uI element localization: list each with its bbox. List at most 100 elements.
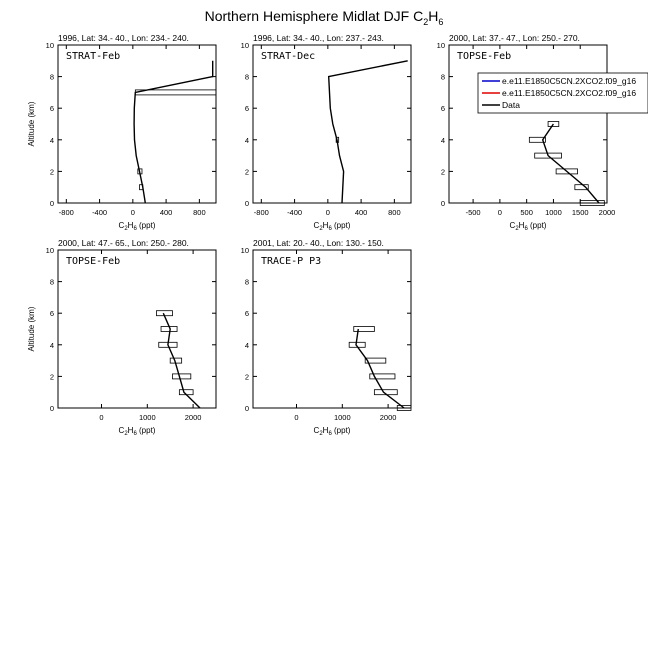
x-tick-label: 0 [294,413,298,422]
x-tick-label: 1000 [334,413,351,422]
x-tick-label: -400 [287,208,302,217]
y-tick-label: 10 [46,246,54,255]
y-axis-label: Altitude (km) [27,306,36,351]
panel-label: STRAT-Feb [66,51,120,62]
x-tick-label: 1500 [572,208,589,217]
y-tick-label: 2 [441,167,445,176]
x-tick-label: 1000 [139,413,156,422]
y-tick-label: 6 [245,309,249,318]
y-tick-label: 4 [441,136,445,145]
legend: e.e11.E1850C5CN.2XCO2.f09_g16 e.e11.E1850… [477,72,648,114]
panel-3: 2000, Lat: 37.- 47., Lon: 250.- 270. TOPS… [437,33,616,232]
y-tick-label: 10 [46,41,54,50]
data-range-box [353,326,375,332]
y-tick-label: 0 [245,404,249,413]
x-axis-label: C2H6 (ppt) [119,221,156,232]
data-range-box [534,152,562,159]
y-tick-label: 8 [245,278,249,287]
x-tick-label: 1000 [545,208,562,217]
data-range-box [134,89,217,96]
panel-header: 1996, Lat: 34.- 40., Lon: 234.- 240. [58,33,189,43]
panel-header: 2000, Lat: 47.- 65., Lon: 250.- 280. [58,238,189,248]
y-tick-label: 8 [245,73,249,82]
y-tick-label: 8 [50,278,54,287]
x-axis-label: C2H6 (ppt) [314,426,351,437]
data-line [355,328,405,409]
y-tick-label: 8 [50,73,54,82]
panel-4: 2000, Lat: 47.- 65., Lon: 250.- 280. TOPS… [27,238,217,437]
data-range-box [172,373,192,380]
x-tick-label: 2000 [380,413,397,422]
x-tick-label: 2000 [599,208,616,217]
plot-frame [57,249,217,409]
data-range-box [547,121,560,127]
x-tick-label: -500 [466,208,481,217]
panel-label: TRACE-P P3 [261,256,321,267]
x-tick-label: 0 [131,208,135,217]
x-tick-label: -800 [254,208,269,217]
panel-1: 1996, Lat: 34.- 40., Lon: 234.- 240. STRA… [27,33,217,232]
y-tick-label: 2 [245,167,249,176]
y-tick-label: 6 [50,309,54,318]
x-tick-label: -400 [92,208,107,217]
data-range-box [528,136,546,143]
panel-label: TOPSE-Feb [457,51,511,62]
data-range-box [555,168,578,175]
y-tick-label: 4 [50,136,54,145]
y-tick-label: 6 [441,104,445,113]
data-range-box [579,200,605,206]
legend-label: e.e11.E1850C5CN.2XCO2.f09_g16 [502,88,636,98]
panel-header: 2001, Lat: 20.- 40., Lon: 130.- 150. [253,238,384,248]
x-tick-label: 800 [388,208,401,217]
y-tick-label: 0 [441,199,445,208]
y-tick-label: 10 [241,246,249,255]
y-tick-label: 6 [245,104,249,113]
x-tick-label: 0 [99,413,103,422]
x-tick-label: -800 [59,208,74,217]
legend-label: e.e11.E1850C5CN.2XCO2.f09_g16 [502,76,636,86]
y-tick-label: 6 [50,104,54,113]
data-range-box [369,373,396,380]
plot-frame [252,249,412,409]
x-tick-label: 500 [520,208,533,217]
plot-frame [252,44,412,204]
x-tick-label: 2000 [185,413,202,422]
y-tick-label: 8 [441,73,445,82]
y-tick-label: 10 [437,41,445,50]
y-tick-label: 0 [50,199,54,208]
y-tick-label: 2 [50,372,54,381]
data-range-box [396,405,412,411]
plot-frame [448,44,608,204]
panel-label: STRAT-Dec [261,51,315,62]
y-tick-label: 4 [50,341,54,350]
legend-box [477,72,648,114]
y-tick-label: 4 [245,341,249,350]
plot-frame [57,44,217,204]
x-axis-label: C2H6 (ppt) [314,221,351,232]
x-tick-label: 800 [193,208,206,217]
legend-label: Data [502,100,520,110]
x-axis-label: C2H6 (ppt) [119,426,156,437]
x-tick-label: 400 [355,208,368,217]
y-tick-label: 0 [50,404,54,413]
y-tick-label: 10 [241,41,249,50]
data-line [541,123,600,204]
x-tick-label: 0 [326,208,330,217]
x-tick-label: 0 [498,208,502,217]
data-line [162,312,201,409]
panel-header: 1996, Lat: 34.- 40., Lon: 237.- 243. [253,33,384,43]
data-range-box [364,357,387,364]
y-tick-label: 0 [245,199,249,208]
panel-5: 2001, Lat: 20.- 40., Lon: 130.- 150. TRAC… [241,238,412,437]
x-tick-label: 400 [160,208,173,217]
page-title: Northern Hemisphere Midlat DJF C2H6 [204,8,444,27]
y-tick-label: 2 [50,167,54,176]
y-tick-label: 4 [245,136,249,145]
x-axis-label: C2H6 (ppt) [510,221,547,232]
data-line [327,60,408,204]
panel-label: TOPSE-Feb [66,256,120,267]
panel-2: 1996, Lat: 34.- 40., Lon: 237.- 243. STRA… [241,33,412,232]
y-tick-label: 2 [245,372,249,381]
y-axis-label: Altitude (km) [27,101,36,146]
